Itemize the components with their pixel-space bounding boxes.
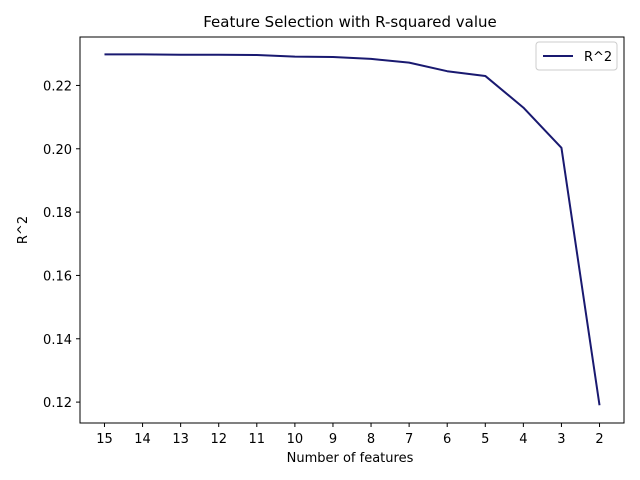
series-layer [104,53,601,406]
x-tick-label: 3 [557,432,565,447]
legend-label: R^2 [584,50,612,65]
plot-area [80,37,624,423]
legend-box [535,41,618,71]
legend: R^2 [535,41,618,71]
y-axis: 0.12 0.14 0.16 0.18 0.20 0.22 [43,79,80,411]
x-tick-label: 2 [595,432,603,447]
x-tick-label: 5 [481,432,489,447]
y-tick-label: 0.14 [43,333,72,348]
y-tick-label: 0.12 [43,396,72,411]
chart-title: Feature Selection with R-squared value [203,13,497,31]
x-tick-label: 9 [329,432,337,447]
y-axis-title: R^2 [16,216,31,244]
y-tick-label: 0.20 [43,143,72,158]
x-tick-label: 10 [287,432,304,447]
x-tick-label: 7 [405,432,413,447]
x-tick-label: 4 [519,432,527,447]
x-tick-label: 6 [443,432,451,447]
x-axis-title: Number of features [287,451,414,466]
y-tick-label: 0.16 [43,269,72,284]
plot-frame [79,36,625,424]
x-tick-label: 12 [210,432,227,447]
x-tick-label: 15 [96,432,113,447]
x-tick-label: 11 [249,432,266,447]
x-tick-label: 8 [367,432,375,447]
y-tick-label: 0.18 [43,206,72,221]
y-tick-label: 0.22 [43,79,72,94]
x-axis: 15 14 13 12 11 10 9 8 7 6 5 4 3 2 [96,423,604,447]
x-tick-label: 14 [134,432,151,447]
series-line [104,53,601,406]
x-tick-label: 13 [172,432,189,447]
